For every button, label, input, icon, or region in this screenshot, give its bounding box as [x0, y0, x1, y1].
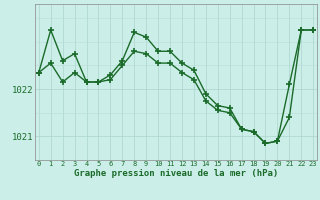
- X-axis label: Graphe pression niveau de la mer (hPa): Graphe pression niveau de la mer (hPa): [74, 169, 278, 178]
